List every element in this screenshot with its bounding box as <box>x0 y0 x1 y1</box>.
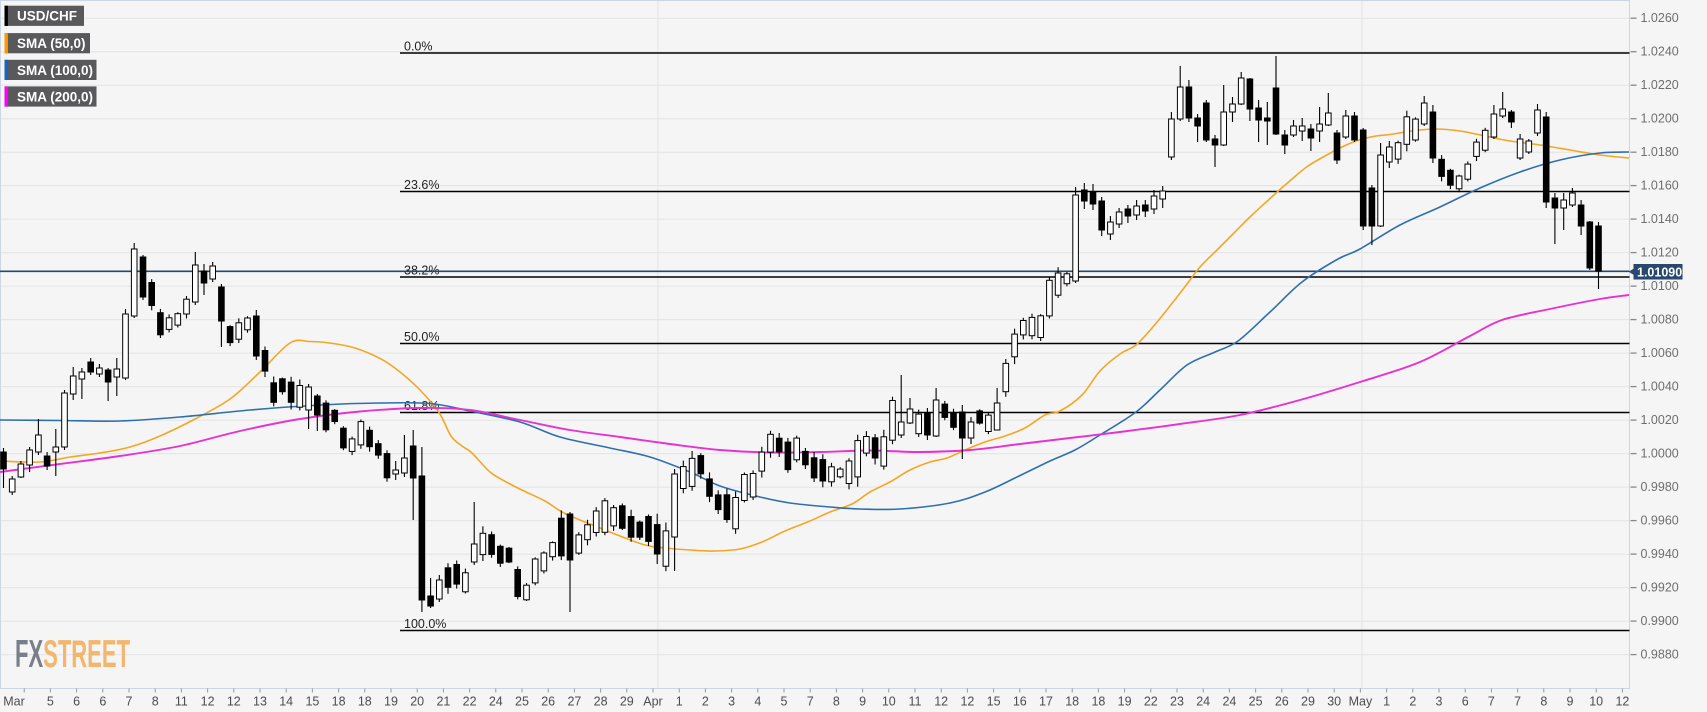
svg-text:12: 12 <box>934 695 948 709</box>
svg-text:0.9900: 0.9900 <box>1641 614 1679 628</box>
svg-text:29: 29 <box>1301 695 1315 709</box>
svg-text:5: 5 <box>781 695 788 709</box>
svg-text:1: 1 <box>1383 695 1390 709</box>
svg-text:7: 7 <box>807 695 814 709</box>
svg-text:0.9960: 0.9960 <box>1641 514 1679 528</box>
svg-text:6: 6 <box>73 695 80 709</box>
svg-text:0.9980: 0.9980 <box>1641 480 1679 494</box>
svg-text:30: 30 <box>1327 695 1341 709</box>
svg-text:24: 24 <box>1196 695 1210 709</box>
svg-text:12: 12 <box>1615 695 1629 709</box>
svg-text:29: 29 <box>620 695 634 709</box>
svg-text:100.0%: 100.0% <box>404 617 446 631</box>
svg-text:1.0220: 1.0220 <box>1641 78 1679 92</box>
svg-text:11: 11 <box>175 695 188 709</box>
svg-text:23.6%: 23.6% <box>404 178 439 192</box>
svg-text:1.0000: 1.0000 <box>1641 447 1679 461</box>
svg-text:8: 8 <box>152 695 159 709</box>
svg-text:15: 15 <box>987 695 1001 709</box>
svg-text:16: 16 <box>1013 695 1027 709</box>
svg-text:1.01090: 1.01090 <box>1637 265 1682 279</box>
svg-text:26: 26 <box>541 695 555 709</box>
svg-text:Mar: Mar <box>3 695 25 709</box>
svg-text:FXSTREET: FXSTREET <box>15 631 130 675</box>
svg-text:4: 4 <box>754 695 761 709</box>
svg-text:SMA (50,0): SMA (50,0) <box>17 36 86 51</box>
svg-text:1.0240: 1.0240 <box>1641 45 1679 59</box>
svg-text:24: 24 <box>1222 695 1236 709</box>
svg-text:22: 22 <box>1144 695 1158 709</box>
svg-text:10: 10 <box>882 695 896 709</box>
svg-text:12: 12 <box>201 695 215 709</box>
svg-text:25: 25 <box>515 695 529 709</box>
svg-text:3: 3 <box>1436 695 1443 709</box>
svg-text:17: 17 <box>1039 695 1053 709</box>
svg-text:19: 19 <box>1118 695 1132 709</box>
svg-text:18: 18 <box>332 695 346 709</box>
svg-text:9: 9 <box>1567 695 1574 709</box>
svg-text:24: 24 <box>489 695 503 709</box>
svg-text:21: 21 <box>436 695 450 709</box>
svg-text:50.0%: 50.0% <box>404 330 439 344</box>
svg-text:7: 7 <box>1514 695 1521 709</box>
svg-text:25: 25 <box>1249 695 1263 709</box>
svg-text:1.0100: 1.0100 <box>1641 279 1679 293</box>
svg-text:1.0040: 1.0040 <box>1641 380 1679 394</box>
svg-text:20: 20 <box>410 695 424 709</box>
svg-text:Apr: Apr <box>643 695 662 709</box>
svg-text:May: May <box>1349 695 1373 709</box>
svg-text:22: 22 <box>463 695 477 709</box>
svg-text:23: 23 <box>1170 695 1184 709</box>
svg-text:1.0120: 1.0120 <box>1641 246 1679 260</box>
svg-text:14: 14 <box>279 695 293 709</box>
svg-text:SMA (200,0): SMA (200,0) <box>17 89 93 104</box>
svg-text:7: 7 <box>1488 695 1495 709</box>
svg-text:0.9940: 0.9940 <box>1641 547 1679 561</box>
svg-text:13: 13 <box>253 695 267 709</box>
svg-text:1.0200: 1.0200 <box>1641 112 1679 126</box>
svg-text:0.9920: 0.9920 <box>1641 581 1679 595</box>
svg-text:0.0%: 0.0% <box>404 40 433 54</box>
svg-text:27: 27 <box>567 695 581 709</box>
svg-text:0.9880: 0.9880 <box>1641 648 1679 662</box>
svg-text:7: 7 <box>126 695 133 709</box>
svg-text:1.0160: 1.0160 <box>1641 179 1679 193</box>
svg-text:12: 12 <box>960 695 974 709</box>
svg-text:6: 6 <box>99 695 106 709</box>
svg-text:11: 11 <box>909 695 922 709</box>
svg-text:12: 12 <box>227 695 241 709</box>
svg-text:1: 1 <box>676 695 683 709</box>
svg-text:28: 28 <box>594 695 608 709</box>
svg-text:6: 6 <box>1462 695 1469 709</box>
svg-text:1.0020: 1.0020 <box>1641 413 1679 427</box>
svg-text:SMA (100,0): SMA (100,0) <box>17 63 93 78</box>
svg-text:10: 10 <box>1589 695 1603 709</box>
svg-text:5: 5 <box>47 695 54 709</box>
svg-text:3: 3 <box>728 695 735 709</box>
svg-text:18: 18 <box>358 695 372 709</box>
svg-text:8: 8 <box>833 695 840 709</box>
svg-text:1.0180: 1.0180 <box>1641 145 1679 159</box>
svg-text:1.0060: 1.0060 <box>1641 346 1679 360</box>
svg-text:1.0140: 1.0140 <box>1641 212 1679 226</box>
svg-text:26: 26 <box>1275 695 1289 709</box>
svg-text:8: 8 <box>1540 695 1547 709</box>
svg-text:USD/CHF: USD/CHF <box>17 9 77 24</box>
svg-text:18: 18 <box>1065 695 1079 709</box>
svg-text:1.0080: 1.0080 <box>1641 313 1679 327</box>
svg-text:2: 2 <box>702 695 709 709</box>
svg-text:1.0260: 1.0260 <box>1641 11 1679 25</box>
svg-text:18: 18 <box>1091 695 1105 709</box>
svg-text:19: 19 <box>384 695 398 709</box>
svg-text:9: 9 <box>859 695 866 709</box>
svg-text:15: 15 <box>305 695 319 709</box>
svg-text:2: 2 <box>1409 695 1416 709</box>
